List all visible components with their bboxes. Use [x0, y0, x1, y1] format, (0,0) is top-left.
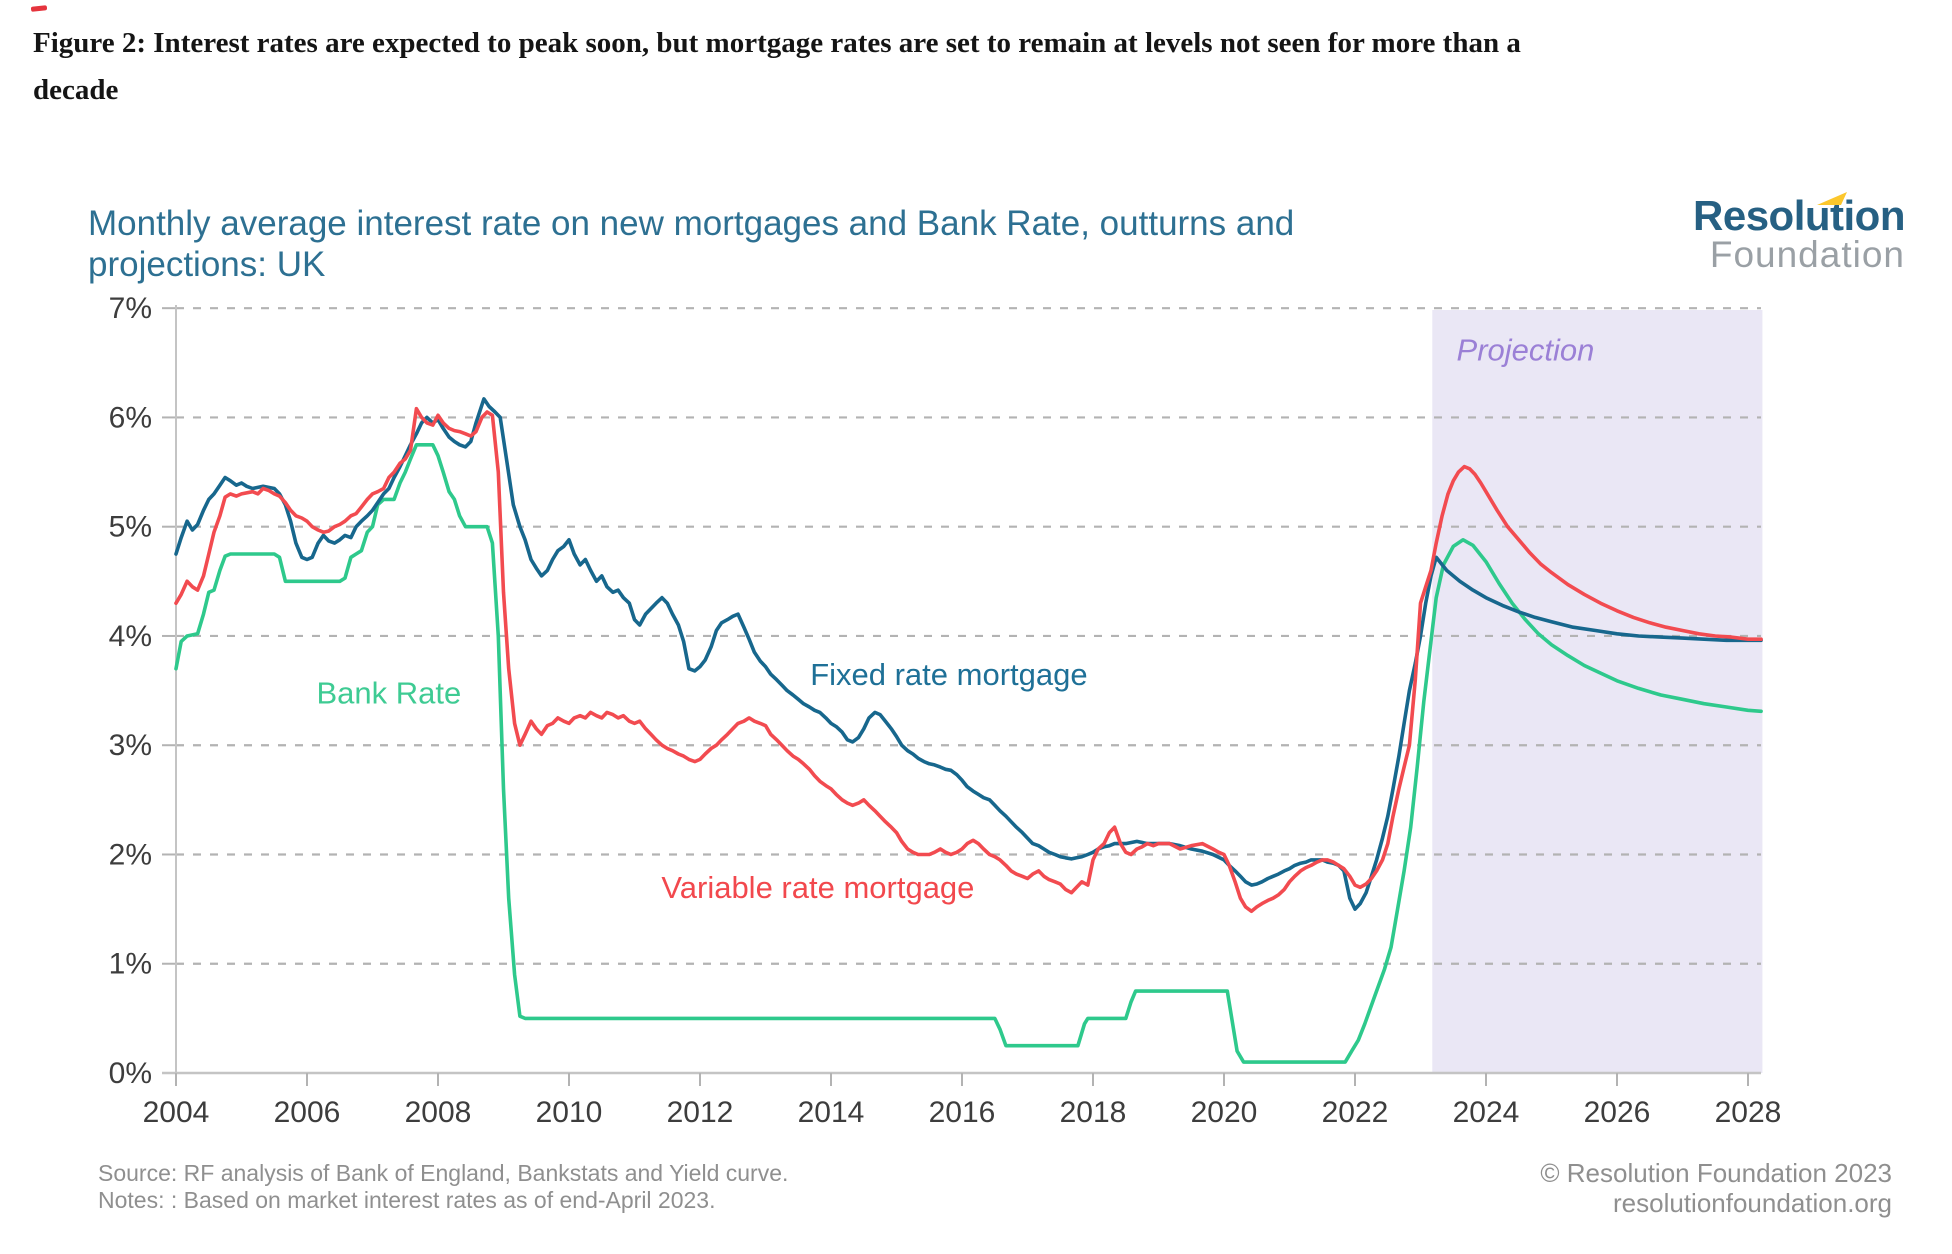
y-axis-label-1%: 1%: [109, 948, 152, 981]
y-axis-label-4%: 4%: [109, 620, 152, 653]
website-text: resolutionfoundation.org: [1613, 1188, 1892, 1218]
y-axis-label-3%: 3%: [109, 729, 152, 762]
series-line-bank-rate: [174, 442, 1763, 1064]
y-axis-label-7%: 7%: [109, 292, 152, 325]
chart-title-line1: Monthly average interest rate on new mor…: [88, 204, 1295, 243]
figure-heading-line2: decade: [33, 74, 119, 106]
y-axis-label-5%: 5%: [109, 511, 152, 544]
x-axis-label-2012: 2012: [667, 1096, 734, 1129]
copyright-block: © Resolution Foundation 2023 resolutionf…: [1540, 1158, 1892, 1218]
projection-band: [1432, 310, 1763, 1073]
annotation-bank-rate: Bank Rate: [316, 676, 461, 711]
x-axis-label-2016: 2016: [929, 1096, 996, 1129]
copyright-text: © Resolution Foundation 2023: [1540, 1158, 1892, 1188]
chart-footnotes: Source: RF analysis of Bank of England, …: [98, 1160, 788, 1214]
logo-wordmark-foundation: Foundation: [1709, 234, 1905, 275]
projection-label: Projection: [1457, 333, 1595, 368]
x-axis-label-2028: 2028: [1715, 1096, 1782, 1129]
series-line-variable-rate-mortgage: [174, 406, 1763, 914]
logo-yellow-wedge-icon: [1817, 192, 1847, 205]
notes-note: Notes: : Based on market interest rates …: [98, 1187, 716, 1213]
annotation-fixed-rate-mortgage: Fixed rate mortgage: [810, 657, 1087, 692]
x-axis-label-2014: 2014: [798, 1096, 865, 1129]
source-note: Source: RF analysis of Bank of England, …: [98, 1160, 789, 1186]
x-axis-label-2004: 2004: [143, 1096, 210, 1129]
x-axis-label-2010: 2010: [536, 1096, 603, 1129]
x-axis-label-2024: 2024: [1453, 1096, 1520, 1129]
x-axis-label-2026: 2026: [1584, 1096, 1651, 1129]
logo-wordmark-resolution: Resolution: [1693, 192, 1906, 239]
figure-heading-line1: Figure 2: Interest rates are expected to…: [33, 27, 1521, 59]
y-axis-label-6%: 6%: [109, 401, 152, 434]
y-axis-label-2%: 2%: [109, 838, 152, 871]
x-axis-label-2022: 2022: [1322, 1096, 1389, 1129]
x-axis-label-2008: 2008: [405, 1096, 472, 1129]
x-axis-label-2018: 2018: [1060, 1096, 1127, 1129]
figure-heading: Figure 2: Interest rates are expected to…: [33, 20, 1521, 114]
y-axis-label-0%: 0%: [109, 1057, 152, 1090]
resolution-foundation-logo: Resolution Foundation: [1693, 192, 1906, 275]
x-axis-label-2020: 2020: [1191, 1096, 1258, 1129]
chart-title: Monthly average interest rate on new mor…: [88, 203, 1294, 285]
annotation-variable-rate-mortgage: Variable rate mortgage: [661, 870, 974, 905]
x-axis-label-2006: 2006: [274, 1096, 341, 1129]
chart-title-line2: projections: UK: [88, 245, 326, 284]
